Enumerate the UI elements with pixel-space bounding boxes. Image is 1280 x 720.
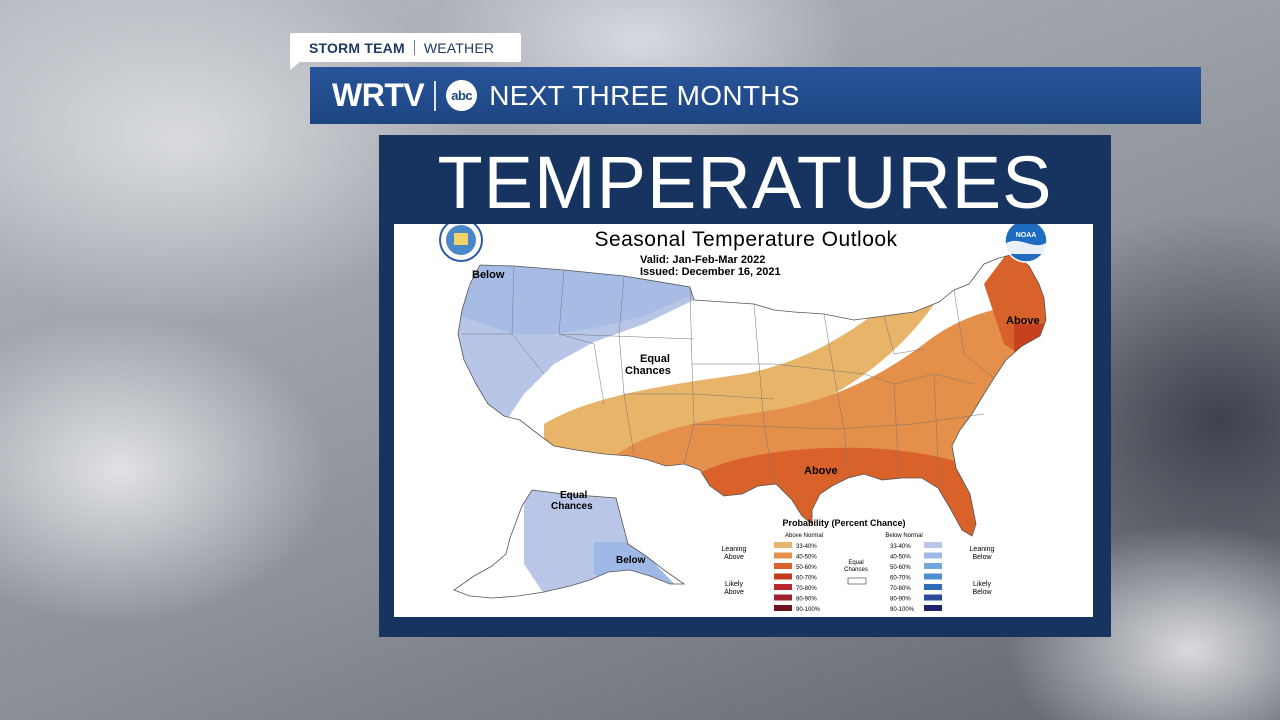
legend-above-swatch xyxy=(774,605,792,611)
legend-below-swatch xyxy=(924,542,942,548)
title-banner: WRTV abc NEXT THREE MONTHS xyxy=(310,67,1201,124)
legend-below-range: 90-100% xyxy=(890,607,915,613)
label-below-northwest: Below xyxy=(472,269,505,281)
legend-below-swatch xyxy=(924,573,942,580)
legend-below-swatch xyxy=(924,584,942,590)
station-logo: WRTV xyxy=(332,77,425,113)
legend-leaning-above-1: Leaning xyxy=(722,546,747,553)
legend-likely-above-2: Above xyxy=(724,589,744,596)
legend-above-swatch xyxy=(774,563,792,569)
storm-team-tag: STORM TEAM WEATHER xyxy=(290,33,521,62)
legend-above-range: 70-80% xyxy=(796,586,817,592)
legend-above-header: Above Normal xyxy=(785,533,823,539)
legend-below-swatch xyxy=(924,594,942,601)
map-title: Seasonal Temperature Outlook xyxy=(594,228,897,251)
legend-leaning-below-2: Below xyxy=(972,554,992,561)
legend-leaning-below-1: Leaning xyxy=(970,546,995,553)
legend-above-swatch xyxy=(774,573,792,580)
label-above-northeast: Above xyxy=(1006,315,1040,327)
legend-likely-below-2: Below xyxy=(972,589,992,596)
legend-above-swatch xyxy=(774,584,792,590)
temperatures-panel: TEMPERATURES xyxy=(379,135,1111,637)
label-equal-chances-line2: Chances xyxy=(625,365,671,377)
legend-below-swatch xyxy=(924,605,942,611)
label-above-southeast: Above xyxy=(804,465,838,477)
tag-tail xyxy=(290,62,300,70)
legend-below-range: 40-50% xyxy=(890,555,911,561)
noaa-logo-text: NOAA xyxy=(1016,232,1037,239)
noaa-logo-icon: NOAA xyxy=(1004,224,1048,263)
tag-secondary: WEATHER xyxy=(423,39,495,56)
legend-below-swatch xyxy=(924,552,942,559)
legend-below-range: 80-90% xyxy=(890,597,911,603)
label-alaska-below: Below xyxy=(616,555,646,566)
valid-period: Valid: Jan-Feb-Mar 2022 xyxy=(640,254,765,266)
legend-above-swatch xyxy=(774,542,792,548)
probability-legend: Probability (Percent Chance) Above Norma… xyxy=(722,518,995,613)
abc-logo-icon: abc xyxy=(446,80,478,111)
legend-below-range: 33-40% xyxy=(890,544,911,550)
label-alaska-equal-line2: Chances xyxy=(551,501,593,512)
legend-likely-below-1: Likely xyxy=(973,581,991,588)
issued-date: Issued: December 16, 2021 xyxy=(640,266,781,278)
abc-logo-text: abc xyxy=(451,88,473,103)
legend-above-swatch xyxy=(774,594,792,601)
legend-below-swatch xyxy=(924,563,942,569)
tag-primary: STORM TEAM xyxy=(309,39,405,56)
outlook-map: NOAA Seasonal Temperature Outlook Valid:… xyxy=(394,224,1093,617)
legend-title: Probability (Percent Chance) xyxy=(782,518,905,528)
legend-above-range: 33-40% xyxy=(796,544,817,550)
label-equal-chances-line1: Equal xyxy=(640,353,670,365)
legend-above-range: 40-50% xyxy=(796,555,817,561)
banner-title: NEXT THREE MONTHS xyxy=(489,79,800,111)
legend-below-range: 50-60% xyxy=(890,565,911,571)
legend-above-range: 60-70% xyxy=(796,576,817,582)
legend-above-range: 90-100% xyxy=(796,607,821,613)
banner-divider xyxy=(434,80,437,111)
state-lines xyxy=(462,265,995,485)
alaska-outline xyxy=(453,489,686,599)
legend-above-range: 50-60% xyxy=(796,565,817,571)
label-alaska-equal-line1: Equal xyxy=(560,490,587,501)
legend-equal-chances-1: Equal xyxy=(848,560,863,566)
legend-above-range: 80-90% xyxy=(796,597,817,603)
tag-divider xyxy=(413,40,415,55)
legend-equal-chances-swatch xyxy=(847,577,867,585)
commerce-seal-icon xyxy=(439,224,483,262)
legend-leaning-above-2: Above xyxy=(724,554,744,561)
panel-title: TEMPERATURES xyxy=(437,141,1053,224)
legend-below-header: Below Normal xyxy=(885,533,922,539)
legend-above-swatch xyxy=(774,552,792,559)
legend-likely-above-1: Likely xyxy=(725,581,743,588)
legend-below-range: 60-70% xyxy=(890,576,911,582)
legend-equal-chances-2: Chances xyxy=(844,567,868,573)
legend-below-range: 70-80% xyxy=(890,586,911,592)
